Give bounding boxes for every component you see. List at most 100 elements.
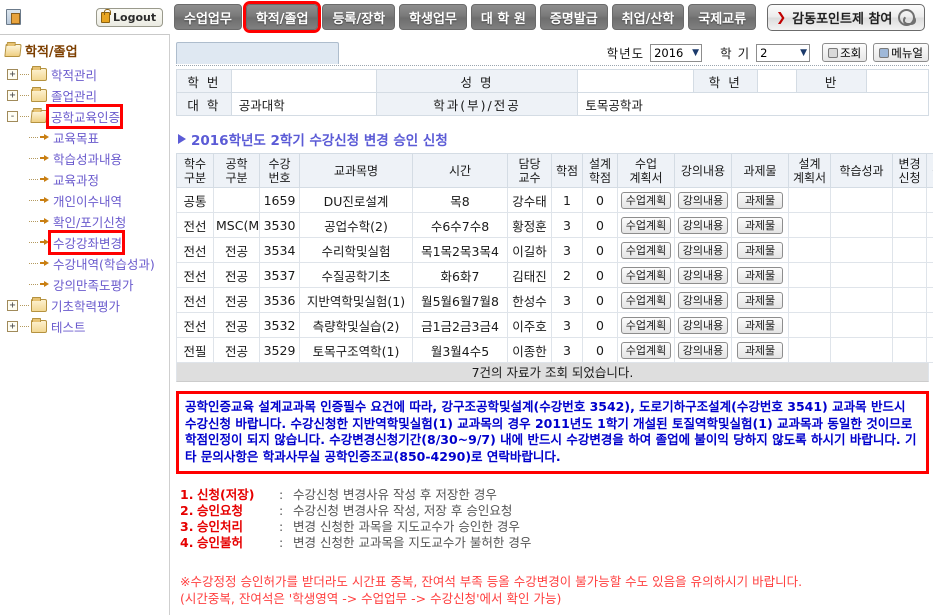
nav-tab-gukjegyoryu[interactable]: 국제교류 [688,4,757,30]
row-button-2[interactable]: 과제물 [737,291,783,309]
sidebar-item-9[interactable]: 수강내역(학습성과) [3,253,169,274]
tree-expander-icon[interactable]: - [7,111,18,122]
sidebar-item-label: 졸업관리 [51,89,98,104]
nav-tab-hakjeok-joleop[interactable]: 학적/졸업 [242,1,322,33]
table-row: 전선 전공 3534 수리학및실험 목1목2목3목4 이길하 3 0 수업계획 강의내용 과제물 [176,237,933,263]
tree-connector [29,137,38,138]
sidebar-item-6[interactable]: 개인이수내역 [3,190,169,211]
row-button-0[interactable]: 수업계획 [620,316,672,334]
tree-expander-icon[interactable]: + [7,90,18,101]
legend-colon: : [279,503,284,518]
row-button-0[interactable]: 수업계획 [620,266,672,284]
swirl-icon [898,8,917,26]
nav-tab-jeungmyeongbalgeup[interactable]: 증명발급 [539,4,608,30]
tree-connector [20,74,29,75]
term-value: 2 [760,45,768,60]
tab-stub[interactable] [176,42,339,64]
term-label: 학 기 [720,46,751,61]
tree-expander-icon[interactable]: + [7,69,18,80]
sidebar-root-hakjeok-joleop[interactable]: 학적/졸업 [3,39,169,64]
row-button-1[interactable]: 강의내용 [677,216,729,234]
status-legend: 1. 신청(저장): 수강신청 변경사유 작성 후 저장한 경우 2. 승인요청: 수강신… [176,487,929,551]
row-button-1[interactable]: 강의내용 [677,266,729,284]
nav-tab-chwieop-sanhak[interactable]: 취업/산학 [611,4,685,30]
row-button-0[interactable]: 수업계획 [620,291,672,309]
row-button-1[interactable]: 강의내용 [677,191,729,209]
cell-action: 과제물 [731,237,789,263]
cell-action: 수업계획 [617,337,675,363]
cell-outcome [830,187,893,213]
nav-tab-haksaengeopmu[interactable]: 학생업무 [399,4,467,30]
cell-outcome [830,312,893,338]
row-button-2[interactable]: 과제물 [737,241,783,259]
query-button[interactable]: 조회 [822,43,868,62]
legend-number: 4. [180,535,194,550]
table-row: 전선 전공 3537 수질공학기초 화6화7 김태진 2 0 수업계획 강의내용 과제물 [176,262,933,288]
footer-notes: ※수강정정 승인허가를 받더라도 시간표 중복, 잔여석 부족 등올 수강변경이… [176,573,929,607]
row-button-0[interactable]: 수업계획 [620,341,672,359]
sidebar-item-11[interactable]: + 기초학력평가 [3,295,169,316]
legend-number: 2. [180,503,194,518]
logout-button[interactable]: Logout [96,7,164,27]
cell-prof: 이종한 [507,337,552,363]
sidebar-item-1[interactable]: + 졸업관리 [3,85,169,106]
search-toolbar: 학년도 2016 ▼ 학 기 2 ▼ 조회 메뉴얼 [176,40,929,66]
row-button-2[interactable]: 과제물 [737,316,783,334]
nav-tab-deungrok-janghak[interactable]: 등록/장학 [322,4,396,30]
cell-prof: 한성수 [507,287,552,313]
sidebar-item-5[interactable]: 교육과정 [3,169,169,190]
sidebar-item-12[interactable]: + 테스트 [3,316,169,337]
manual-button[interactable]: 메뉴얼 [873,43,929,62]
chevron-down-icon: ▼ [692,47,700,58]
legend-item: 1. 신청(저장): 수강신청 변경사유 작성 후 저장한 경우 [180,487,929,503]
legend-term: 승인처리 [197,519,244,534]
row-button-0[interactable]: 수업계획 [620,241,672,259]
legend-description: 변경 신청한 과목을 지도교수가 승인한 경우 [293,519,520,534]
cell-gubun: 전선 [176,212,214,238]
cell-design_plan [788,337,831,363]
content-area: 학년도 2016 ▼ 학 기 2 ▼ 조회 메뉴얼 [170,34,933,615]
row-button-1[interactable]: 강의내용 [677,341,729,359]
row-button-2[interactable]: 과제물 [737,341,783,359]
tree-expander-icon[interactable]: + [7,300,18,311]
sidebar-item-10[interactable]: 강의만족도평가 [3,274,169,295]
year-select[interactable]: 2016 ▼ [650,43,703,62]
sidebar-item-4[interactable]: 학습성과내용 [3,148,169,169]
sidebar-item-label: 학적관리 [51,68,98,83]
row-button-2[interactable]: 과제물 [737,266,783,284]
tree-connector [29,200,38,201]
cell-eng: 전공 [213,287,260,313]
sidebar-item-3[interactable]: 교육목표 [3,127,169,148]
point-program-button[interactable]: ❯ 감동포인트제 참여 [767,3,926,31]
sidebar-item-7[interactable]: 확인/포기신청 [3,211,169,232]
legend-number: 3. [180,519,194,534]
nav-tab-suupeopmu[interactable]: 수업업무 [174,4,242,30]
legend-number: 1. [180,487,194,502]
grid-header-cell: 결과 [926,153,933,188]
row-button-1[interactable]: 강의내용 [677,316,729,334]
legend-term: 승인요청 [197,503,244,518]
cell-credit: 3 [551,237,583,263]
manual-button-label: 메뉴얼 [891,45,923,60]
search-icon [828,47,839,58]
folder-closed-icon [31,66,47,81]
nav-tab-daehakwon[interactable]: 대 학 원 [470,4,536,30]
sidebar-item-2[interactable]: - 공학교육인증 [3,104,169,129]
term-select[interactable]: 2 ▼ [756,43,811,62]
sidebar-item-0[interactable]: + 학적관리 [3,64,169,85]
cell-result [926,212,933,238]
tree-connector [20,116,29,117]
row-button-0[interactable]: 수업계획 [620,216,672,234]
row-button-1[interactable]: 강의내용 [677,241,729,259]
row-button-0[interactable]: 수업계획 [620,191,672,209]
tree-expander-icon[interactable]: + [7,321,18,332]
sidebar-item-8[interactable]: 수강강좌변경 [3,230,169,255]
cell-action: 과제물 [731,287,789,313]
row-button-2[interactable]: 과제물 [737,191,783,209]
row-button-1[interactable]: 강의내용 [677,291,729,309]
cell-design: 0 [582,212,618,238]
sidebar-item-label: 확인/포기신청 [53,215,127,230]
row-button-2[interactable]: 과제물 [737,216,783,234]
